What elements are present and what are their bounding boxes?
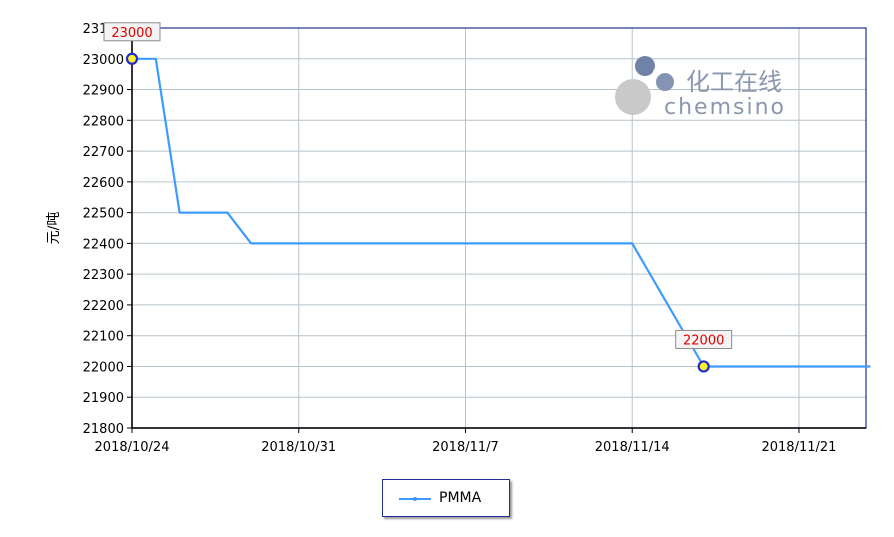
data-point-marker (125, 52, 139, 65)
callout-label: 22000 (683, 333, 724, 348)
y-tick-label: 22300 (83, 268, 124, 283)
watermark-circle-small-a (635, 56, 655, 76)
watermark-cn-text: 化工在线 (686, 68, 782, 96)
y-tick-label: 22800 (83, 114, 124, 129)
data-point-marker (697, 360, 710, 373)
annotations: 23000 22000 (103, 22, 733, 373)
y-tick-label: 22100 (83, 330, 124, 345)
x-tick-label: 2018/11/14 (595, 440, 670, 455)
callout-label: 23000 (111, 26, 152, 41)
y-tick-label: 22600 (83, 176, 124, 191)
x-tick-label: 2018/10/31 (261, 440, 336, 455)
watermark-logo: 化工在线 chemsino (615, 56, 786, 120)
x-axis-ticks: 2018/10/24 2018/10/31 2018/11/7 2018/11/14 2… (95, 428, 836, 455)
y-tick-label: 22400 (83, 237, 124, 252)
y-tick-label: 22200 (83, 299, 124, 314)
watermark-circle-large (615, 79, 651, 115)
y-axis-label: 元/吨 (46, 212, 62, 245)
x-tick-label: 2018/10/24 (95, 440, 170, 455)
legend-label-pmma: PMMA (439, 490, 482, 506)
plot-frame (131, 27, 867, 429)
y-tick-label: 22500 (83, 207, 124, 222)
legend: PMMA (382, 479, 510, 517)
y-tick-label: 22000 (83, 360, 124, 375)
watermark-en-text: chemsino (664, 95, 786, 120)
watermark-circle-small-b (656, 73, 674, 91)
callout-box (675, 329, 733, 349)
y-tick-label: 22700 (83, 145, 124, 160)
y-axis-ticks: 21800 21900 22000 22100 22200 22300 22400 22500… (83, 22, 132, 437)
y-tick-label: 21900 (83, 391, 124, 406)
x-tick-label: 2018/11/21 (761, 440, 836, 455)
watermark-circle-dot (653, 68, 661, 76)
y-tick-label: 23000 (83, 53, 124, 68)
x-tick-label: 2018/11/7 (432, 440, 499, 455)
y-tick-label: 21800 (83, 422, 124, 437)
callout-box (103, 22, 161, 42)
y-tick-label: 22900 (83, 84, 124, 99)
legend-dot-swatch (413, 497, 417, 501)
